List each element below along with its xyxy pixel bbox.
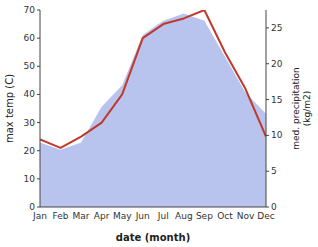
- x-tick-label: Nov: [237, 211, 255, 221]
- x-tick-label: Jun: [135, 211, 150, 221]
- y-tick-label: 10: [24, 174, 36, 184]
- x-tick-label: Feb: [53, 211, 69, 221]
- y-tick-label: 70: [24, 5, 36, 15]
- x-tick-label: Jan: [32, 211, 47, 221]
- y-tick-label: 0: [29, 202, 35, 212]
- y2-tick: [266, 99, 269, 100]
- x-tick-label: Oct: [217, 211, 233, 221]
- y2-tick-label: 0: [271, 202, 277, 212]
- y-tick: [37, 66, 40, 67]
- y2-tick-label: 25: [271, 23, 282, 33]
- plot-data: [40, 10, 266, 207]
- y2-tick-label: 5: [271, 166, 277, 176]
- y-axis-label: max temp (C): [4, 74, 15, 143]
- y2-axis-label: med. precipitation(kg/m2): [291, 67, 312, 149]
- x-tick-label: Apr: [94, 211, 110, 221]
- y-tick: [37, 178, 40, 179]
- x-tick-label: Jul: [157, 211, 169, 221]
- x-axis-line: [40, 207, 266, 208]
- chart: JanFebMarAprMayJunJulAugSepOctNovDec0102…: [0, 0, 318, 247]
- y-tick-label: 30: [24, 118, 36, 128]
- axes: JanFebMarAprMayJunJulAugSepOctNovDec0102…: [24, 5, 283, 221]
- x-tick-label: May: [113, 211, 132, 221]
- y-tick: [37, 94, 40, 95]
- y-tick-label: 50: [24, 61, 36, 71]
- y2-axis-line: [266, 10, 267, 207]
- y2-axis-label-line: (kg/m2): [302, 91, 312, 126]
- x-tick-label: Mar: [73, 211, 90, 221]
- y2-tick: [266, 27, 269, 28]
- y2-tick: [266, 135, 269, 136]
- x-axis-label: date (month): [116, 232, 190, 243]
- y2-tick-label: 15: [271, 95, 282, 105]
- y2-tick: [266, 207, 269, 208]
- temp-line: [40, 10, 266, 148]
- y-tick: [37, 150, 40, 151]
- x-tick-label: Dec: [257, 211, 274, 221]
- y-tick: [37, 207, 40, 208]
- y2-tick-label: 20: [271, 59, 283, 69]
- y-tick-label: 40: [24, 89, 36, 99]
- y-tick: [37, 38, 40, 39]
- y-tick-label: 60: [24, 33, 36, 43]
- y-tick: [37, 122, 40, 123]
- y2-tick: [266, 171, 269, 172]
- y-axis-line: [40, 10, 41, 207]
- y-tick-label: 20: [24, 146, 36, 156]
- y2-tick-label: 10: [271, 130, 283, 140]
- rain-area: [40, 14, 266, 207]
- x-tick-label: Aug: [175, 211, 193, 221]
- y2-tick: [266, 63, 269, 64]
- x-tick-label: Sep: [196, 211, 213, 221]
- y2-axis-label-line: med. precipitation: [291, 67, 301, 149]
- y-tick: [37, 10, 40, 11]
